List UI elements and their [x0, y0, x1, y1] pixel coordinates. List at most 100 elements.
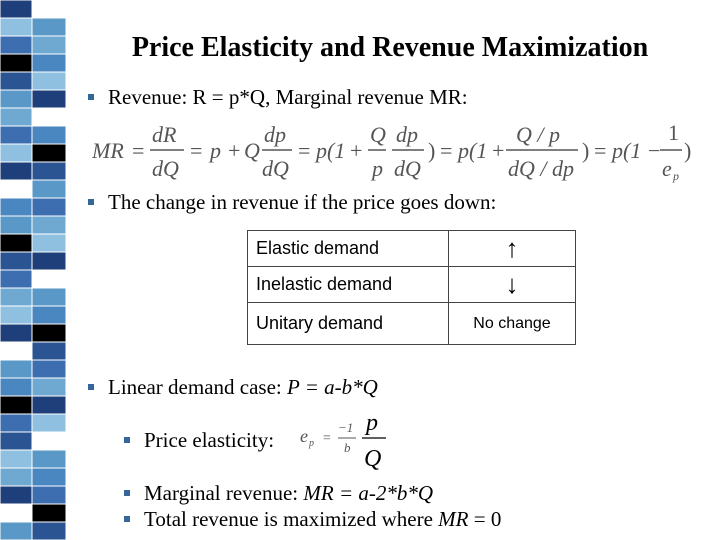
mosaic-tile: [0, 251, 33, 271]
formula-ep: e: [662, 156, 672, 181]
table-cell-label: Elastic demand: [247, 230, 449, 267]
mosaic-tile: [0, 179, 33, 199]
mosaic-tile: [31, 71, 66, 91]
formula-p-den: p: [370, 156, 383, 181]
mosaic-tile: [0, 269, 33, 289]
linear-demand-formula: P = a-b*Q: [287, 375, 378, 399]
bullet-square-icon: [124, 490, 130, 497]
mosaic-tile: [31, 359, 66, 379]
formula-p: p: [208, 138, 221, 163]
subbullet-total-revenue-mr: MR: [438, 507, 469, 531]
mosaic-tile: [31, 305, 66, 325]
formula-Q: Q: [244, 138, 260, 163]
formula-eq-3: =: [298, 138, 310, 163]
formula-eq-4: =: [440, 138, 452, 163]
mosaic-tile: [31, 377, 66, 397]
formula-dQ-2: dQ: [262, 156, 289, 181]
subbullet-total-revenue: Total revenue is maximized where MR = 0: [124, 506, 501, 532]
formula-ep-sub: p: [672, 169, 679, 183]
mosaic-tile: [0, 125, 33, 145]
formula-one: 1: [668, 120, 679, 145]
table-cell-value: ↓: [448, 266, 576, 303]
mosaic-tile: [0, 287, 33, 307]
mosaic-tile: [31, 89, 66, 109]
formula-p1: p(1: [314, 138, 345, 163]
mosaic-tile: [31, 35, 66, 55]
formula-dR: dR: [152, 122, 177, 147]
formula-dQ-1: dQ: [152, 156, 179, 181]
elasticity-ep-sub: p: [308, 438, 314, 449]
formula-minus: −: [648, 138, 660, 163]
subbullet-price-elasticity-text: Price elasticity:: [144, 428, 275, 452]
formula-eq-5: =: [594, 138, 606, 163]
mosaic-tile: [0, 521, 33, 540]
mosaic-tile: [31, 215, 66, 235]
mosaic-tile: [31, 341, 66, 361]
mosaic-tile: [0, 467, 33, 487]
mosaic-tile: [31, 431, 66, 451]
subbullet-marginal-revenue: Marginal revenue: MR = a-2*b*Q: [124, 480, 433, 506]
elasticity-Q: Q: [364, 446, 381, 472]
mosaic-tile: [0, 89, 33, 109]
table-row: Elastic demand ↑: [247, 230, 576, 267]
mosaic-tile: [0, 449, 33, 469]
mosaic-tile: [0, 71, 33, 91]
table-cell-value: No change: [448, 302, 576, 345]
formula-close-2: ): [582, 138, 589, 163]
mosaic-tile: [0, 305, 33, 325]
mosaic-tile: [0, 53, 33, 73]
elasticity-eq: =: [322, 431, 331, 446]
table-cell-label: Inelastic demand: [247, 266, 449, 303]
subbullet-total-revenue-text: Total revenue is maximized where: [144, 507, 439, 531]
mosaic-tile: [0, 233, 33, 253]
mosaic-tile: [31, 0, 66, 19]
arrow-down-icon: ↓: [505, 269, 519, 299]
arrow-up-icon: ↑: [505, 233, 519, 263]
marginal-revenue-formula: MR = dR dQ = p + Q dp dQ = p(1 + Q p dp …: [92, 120, 691, 183]
mosaic-tile: [31, 233, 66, 253]
revenue-change-table: Elastic demand ↑ Inelastic demand ↓ Unit…: [247, 230, 576, 345]
mosaic-tile: [0, 0, 33, 19]
subbullet-marginal-revenue-text: Marginal revenue:: [144, 481, 304, 505]
bullet-linear-demand: Linear demand case: P = a-b*Q: [88, 374, 378, 400]
table-cell-label: Unitary demand: [247, 302, 449, 345]
formula-p1b: p(1: [456, 138, 487, 163]
mosaic-tile: [0, 341, 33, 361]
formula-dp-2: dp: [396, 122, 418, 147]
mosaic-tile: [31, 503, 66, 523]
mosaic-tile: [0, 17, 33, 37]
mosaic-tile: [31, 17, 66, 37]
mosaic-tile: [31, 467, 66, 487]
elasticity-p: p: [364, 410, 378, 436]
formula-Qoverp: Q / p: [516, 122, 560, 147]
bullet-square-icon: [124, 516, 130, 523]
marginal-revenue-linear-formula: MR = a-2*b*Q: [303, 481, 434, 505]
mosaic-tile: [31, 521, 66, 540]
subbullet-price-elasticity: Price elasticity:: [124, 427, 274, 453]
no-change-text: No change: [473, 314, 551, 332]
mosaic-tile: [0, 323, 33, 343]
formula-plus-2: +: [350, 138, 362, 163]
bullet-revenue-text: Revenue: R = p*Q, Marginal revenue MR:: [108, 85, 468, 109]
bullet-revenue: Revenue: R = p*Q, Marginal revenue MR:: [88, 84, 468, 110]
formula-plus-3: +: [492, 138, 504, 163]
bullet-price-change-text: The change in revenue if the price goes …: [108, 190, 497, 214]
formula-mr: MR: [92, 138, 124, 163]
mosaic-tile: [0, 197, 33, 217]
slide-title: Price Elasticity and Revenue Maximizatio…: [131, 32, 649, 63]
mosaic-tile: [0, 413, 33, 433]
mosaic-tile: [0, 143, 33, 163]
mosaic-tile: [31, 197, 66, 217]
mosaic-tile: [31, 485, 66, 505]
formula-eq-2: =: [190, 138, 202, 163]
mosaic-tile: [31, 125, 66, 145]
mosaic-tile: [31, 395, 66, 415]
formula-plus-1: +: [228, 138, 240, 163]
mosaic-tile: [31, 179, 66, 199]
formula-close-1: ): [428, 138, 435, 163]
formula-close-3: ): [684, 138, 691, 163]
table-row: Unitary demand No change: [247, 302, 576, 345]
mosaic-tile: [31, 53, 66, 73]
mosaic-tile: [0, 485, 33, 505]
mosaic-tile: [31, 287, 66, 307]
